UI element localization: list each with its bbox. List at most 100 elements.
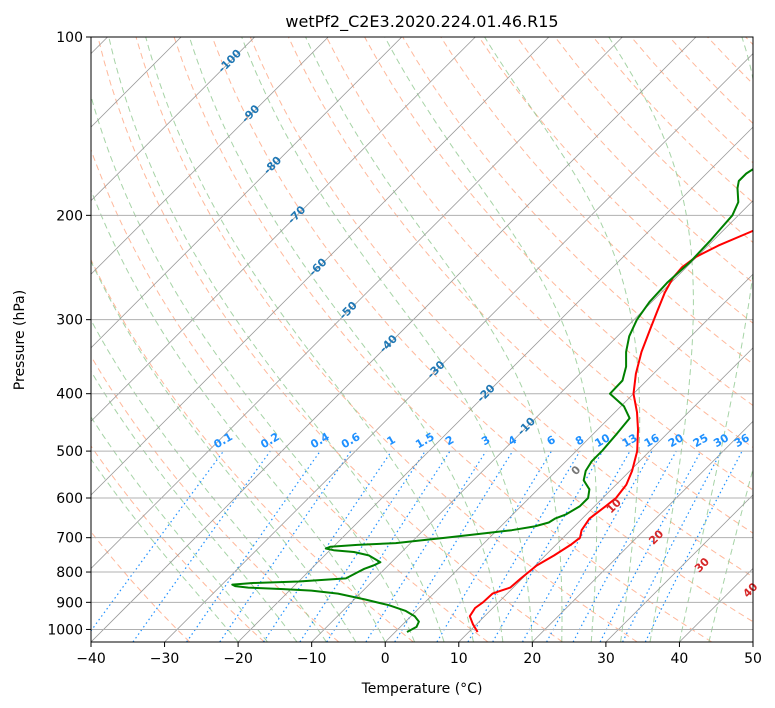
mixing-ratio-line bbox=[365, 450, 487, 642]
dry-adiabat bbox=[707, 37, 753, 85]
mixing-ratio-label: 0.6 bbox=[339, 430, 363, 451]
x-tick-label: −10 bbox=[297, 651, 327, 667]
dry-adiabat bbox=[478, 37, 753, 324]
background-lines bbox=[91, 37, 753, 642]
isotherm-label: -70 bbox=[285, 203, 308, 226]
dry-adiabat bbox=[669, 37, 753, 125]
chart-title: wetPf2_C2E3.2020.224.01.46.R15 bbox=[285, 12, 558, 32]
isotherm-line bbox=[752, 641, 753, 642]
isotherm-line bbox=[91, 37, 403, 349]
series-layer bbox=[231, 168, 753, 633]
dry-adiabat bbox=[135, 37, 638, 642]
mixing-ratio-label: 10 bbox=[593, 431, 613, 450]
x-tick-label: −40 bbox=[76, 651, 106, 667]
x-axis: −40 −30 −20 −10 0 10 20 30 40 50 bbox=[76, 642, 762, 667]
mixing-ratio-line bbox=[467, 450, 581, 642]
dry-adiabat bbox=[91, 258, 414, 642]
y-tick-label: 100 bbox=[56, 30, 83, 46]
isotherm-line bbox=[311, 200, 753, 642]
moist-adiabat bbox=[384, 37, 598, 642]
dry-adiabat bbox=[745, 37, 753, 46]
moist-adiabat bbox=[91, 94, 416, 642]
moist-adiabat bbox=[484, 37, 641, 642]
mixing-ratio-label: 1 bbox=[385, 433, 398, 448]
dry-adiabat bbox=[91, 148, 489, 642]
mixing-ratio-label: 8 bbox=[573, 433, 586, 448]
isotherm-label: -90 bbox=[239, 102, 262, 125]
x-tick-label: −30 bbox=[150, 651, 180, 667]
isotherm-label: -20 bbox=[474, 381, 497, 404]
y-tick-label: 900 bbox=[56, 595, 83, 611]
isotherm-line bbox=[605, 494, 753, 642]
mixing-ratio-label: 0.4 bbox=[308, 430, 332, 451]
isotherm-line bbox=[91, 37, 623, 570]
warm-isotherm-label: 0 bbox=[569, 463, 584, 478]
plot-frame bbox=[90, 36, 754, 643]
mixing-ratio-line bbox=[644, 450, 743, 642]
moist-adiabat bbox=[678, 37, 753, 642]
mixing-ratio-line bbox=[436, 450, 553, 642]
warm-isotherm-label: 20 bbox=[646, 527, 666, 547]
isotherm-line bbox=[458, 347, 753, 642]
mixing-ratio-label: 6 bbox=[545, 433, 558, 448]
mixing-ratio-line bbox=[219, 450, 352, 642]
y-tick-label: 300 bbox=[56, 313, 83, 329]
mixing-ratio-label: 2 bbox=[443, 433, 456, 448]
isotherm-label: -50 bbox=[337, 299, 360, 322]
moist-adiabat bbox=[108, 37, 445, 642]
y-axis: 100 200 300 400 500 600 700 800 900 1000 bbox=[47, 30, 91, 638]
dry-adiabat bbox=[91, 531, 191, 642]
dry-adiabat bbox=[249, 37, 753, 578]
mixing-ratio-label: 20 bbox=[666, 431, 686, 450]
dry-adiabat bbox=[326, 37, 753, 491]
moist-adiabat bbox=[91, 458, 239, 642]
mixing-ratio-label: 25 bbox=[691, 431, 711, 450]
isotherm-line bbox=[164, 52, 753, 642]
dry-adiabat bbox=[211, 37, 753, 623]
isotherm-line bbox=[91, 37, 550, 496]
mixing-ratio-label: 30 bbox=[711, 431, 731, 450]
dry-adiabat bbox=[440, 37, 753, 365]
warm-isotherm-label: 10 bbox=[604, 496, 624, 516]
isotherm-label: -100 bbox=[215, 47, 244, 76]
moist-adiabat bbox=[305, 37, 563, 642]
y-tick-label: 1000 bbox=[47, 622, 83, 638]
mixing-ratio-label: 0.2 bbox=[258, 430, 281, 451]
x-tick-label: 10 bbox=[450, 651, 468, 667]
moist-adiabat bbox=[91, 188, 386, 642]
x-tick-label: 0 bbox=[381, 651, 390, 667]
isotherm-label: -40 bbox=[377, 332, 400, 355]
y-tick-label: 700 bbox=[56, 531, 83, 547]
mixing-ratio-label: 0.1 bbox=[212, 430, 235, 451]
y-tick-label: 400 bbox=[56, 387, 83, 403]
isotherm-line bbox=[237, 126, 753, 642]
dry-adiabat bbox=[173, 37, 713, 642]
temperature-profile bbox=[468, 229, 753, 633]
y-tick-label: 600 bbox=[56, 491, 83, 507]
mixing-ratio-line bbox=[326, 450, 451, 642]
moist-adiabat bbox=[91, 416, 268, 642]
mixing-ratio-line bbox=[186, 450, 321, 642]
moist-adiabat bbox=[241, 37, 533, 642]
isotherm-label: -10 bbox=[515, 415, 538, 438]
moist-adiabat bbox=[145, 37, 474, 642]
mixing-ratio-line bbox=[132, 450, 271, 642]
dry-adiabat bbox=[287, 37, 753, 534]
x-axis-label: Temperature (°C) bbox=[361, 681, 483, 697]
isotherm-line bbox=[91, 37, 329, 275]
isotherm-label: -60 bbox=[306, 255, 329, 278]
x-tick-label: 40 bbox=[671, 651, 689, 667]
dry-adiabat bbox=[91, 355, 340, 642]
warm-isotherm-label: 40 bbox=[740, 580, 760, 600]
isotherm-line bbox=[91, 37, 697, 642]
mixing-ratio-label: 1.5 bbox=[413, 430, 436, 451]
x-tick-label: 20 bbox=[523, 651, 541, 667]
isopleth-labels: -100 -90 -80 -70 -60 -50 -40 -30 -20 -10 0.1 0.2 0.4… bbox=[212, 47, 761, 601]
moist-adiabat bbox=[91, 319, 327, 642]
y-axis-label: Pressure (hPa) bbox=[12, 290, 28, 390]
x-tick-label: 30 bbox=[597, 651, 615, 667]
dry-adiabat bbox=[592, 37, 753, 204]
mixing-ratio-line bbox=[91, 450, 224, 632]
y-tick-label: 800 bbox=[56, 565, 83, 581]
